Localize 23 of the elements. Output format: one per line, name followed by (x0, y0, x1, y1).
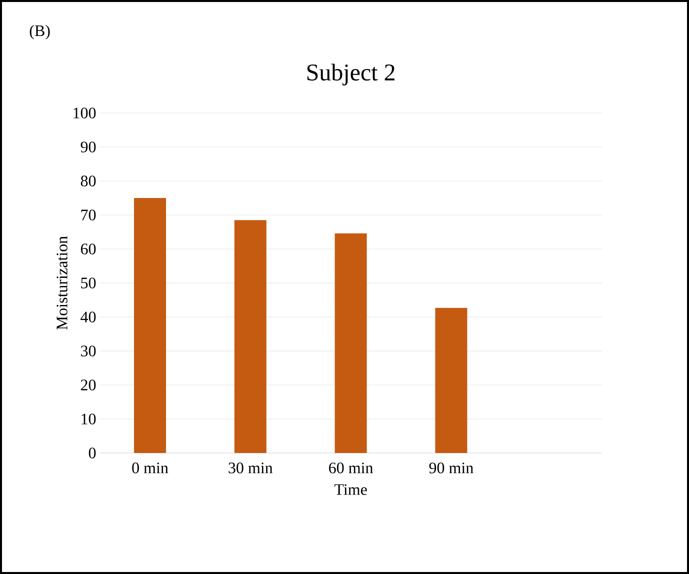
y-tick-label: 100 (74, 108, 96, 118)
x-tick-label: 0 min (132, 462, 168, 474)
y-tick-label: 90 (80, 142, 96, 152)
y-tick-label: 80 (80, 176, 96, 186)
y-tick-label: 30 (81, 346, 96, 356)
text: (B) (30, 24, 50, 40)
x-axis-title: Time (334, 484, 367, 495)
y-tick-label: 20 (80, 380, 96, 390)
y-tick-label: 60 (80, 244, 96, 254)
y-tick-label: 50 (81, 278, 96, 288)
y-tick-label: 10 (82, 414, 96, 424)
y-tick-label: 0 (88, 448, 96, 458)
y-tick-label: 40 (80, 312, 96, 322)
y-axis-title: Moisturization (56, 236, 68, 330)
bar (134, 198, 166, 454)
bar (234, 220, 266, 454)
bar (334, 233, 367, 454)
x-tick-label: 60 min (329, 462, 374, 474)
x-tick-label: 90 min (429, 462, 474, 474)
x-tick-label: 30 min (228, 462, 273, 474)
bar (435, 308, 468, 454)
y-tick-label: 70 (81, 210, 96, 220)
chart-title: Subject 2 (307, 64, 394, 86)
